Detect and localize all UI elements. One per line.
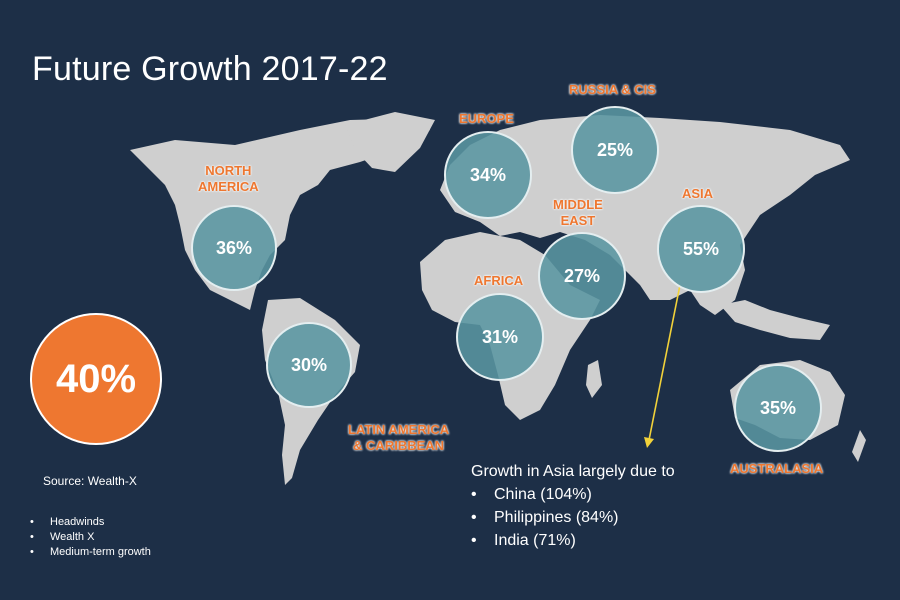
region-label-russia-cis: RUSSIA & CIS [569,82,656,97]
landmass-sea-islands [720,300,830,340]
growth-bubble-europe: 34% [444,131,532,219]
landmass-eurasia [440,115,850,315]
growth-bubble-asia: 55% [657,205,745,293]
landmass-madagascar [586,360,602,398]
small-bullet-item: Wealth X [30,530,151,545]
asia-note-heading: Growth in Asia largely due to [471,463,675,480]
region-label-australasia: AUSTRALASIA [730,461,824,476]
growth-bubble-africa: 31% [456,293,544,381]
growth-bubble-north-america: 36% [191,205,277,291]
growth-bubble-russia-cis: 25% [571,106,659,194]
region-label-europe: EUROPE [459,111,514,126]
asia-arrow-head [644,437,654,448]
landmass-new-zealand [852,430,866,462]
asia-note-item: Philippines (84%) [471,506,675,529]
asia-arrow-line [648,284,681,441]
region-label-middle-east: MIDDLE EAST [553,197,603,228]
region-label-africa: AFRICA [474,273,524,288]
region-label-asia: ASIA [682,186,714,201]
asia-note-item: China (104%) [471,483,675,506]
global-growth-bubble: 40% [30,313,162,445]
small-bullet-list: Headwinds Wealth X Medium-term growth [30,515,151,560]
landmass-greenland [345,112,435,172]
asia-note-item: India (71%) [471,529,675,552]
small-bullet-item: Medium-term growth [30,545,151,560]
source-note: Source: Wealth-X [43,474,137,488]
small-bullet-item: Headwinds [30,515,151,530]
region-label-north-america: NORTH AMERICA [198,163,259,194]
growth-bubble-australasia: 35% [734,364,822,452]
growth-bubble-middle-east: 27% [538,232,626,320]
asia-growth-note: Growth in Asia largely due to China (104… [471,460,675,552]
page-title: Future Growth 2017-22 [32,50,388,88]
region-label-latin-america: LATIN AMERICA & CARIBBEAN [348,422,450,453]
growth-bubble-latin-america: 30% [266,322,352,408]
asia-note-list: China (104%) Philippines (84%) India (71… [471,483,675,552]
